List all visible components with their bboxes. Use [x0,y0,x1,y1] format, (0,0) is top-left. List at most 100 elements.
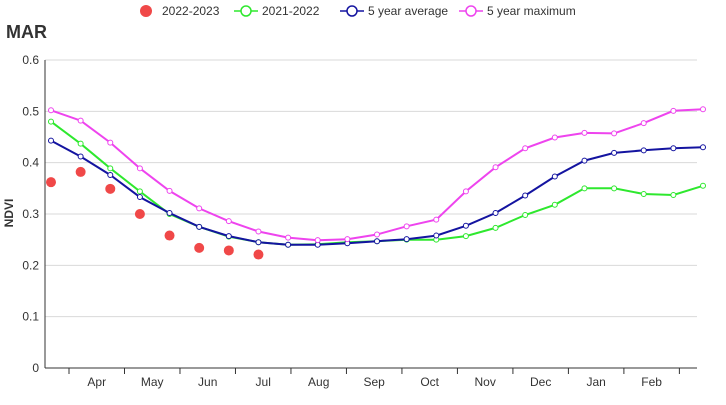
data-point [107,165,114,172]
legend-label: 2021-2022 [262,4,320,18]
y-tick-label: 0.5 [22,104,39,118]
legend: 2022-2023 2021-2022 5 year average 5 year m… [140,4,576,18]
y-tick-label: 0.6 [22,53,39,67]
data-point [196,223,203,230]
data-point [48,107,54,114]
data-point [611,185,618,192]
legend-label: 5 year maximum [487,4,576,18]
x-tick-label: Nov [474,375,495,389]
data-point [253,249,264,260]
data-point [581,185,588,192]
legend-label: 2022-2023 [162,4,220,18]
data-point [196,205,203,212]
data-point [77,153,84,160]
data-point [223,245,234,256]
legend-marker [140,5,152,17]
data-point [77,117,84,124]
series-2 [48,118,706,248]
data-point [640,120,647,127]
data-point [255,239,262,246]
data-point [166,187,173,194]
data-point [48,118,54,125]
data-point [492,209,499,216]
data-point [285,241,292,248]
data-point [46,177,56,188]
data-point [48,137,54,144]
legend-marker [240,5,252,17]
data-point [700,106,706,113]
legend-item: 2021-2022 [234,4,320,18]
y-tick-label: 0.4 [22,156,39,170]
data-point [492,164,499,171]
data-point [522,145,529,152]
x-tick-label: Jul [256,375,271,389]
data-point [136,165,143,172]
data-point [700,182,706,189]
x-tick-label: Oct [420,375,439,389]
y-tick-label: 0 [32,361,39,375]
data-point [433,232,440,239]
y-tick-label: 0.1 [22,310,39,324]
series-line [50,139,704,246]
data-point [344,236,351,243]
x-tick-label: Aug [308,375,329,389]
legend-item: 5 year average [340,4,448,18]
x-tick-label: Dec [530,375,551,389]
series-4 [48,106,706,244]
data-point [77,140,84,147]
series-layer [46,106,706,260]
y-tick-label: 0.3 [22,207,39,221]
data-point [462,222,469,229]
data-point [700,144,706,151]
data-point [194,242,205,253]
data-point [107,139,114,146]
data-point [403,223,410,230]
data-point [374,231,380,238]
y-axis-label: NDVI [2,199,16,228]
data-point [670,145,677,152]
legend-marker [346,5,358,17]
data-point [551,173,558,180]
data-point [581,129,588,136]
legend-label: 5 year average [368,4,448,18]
data-point [492,224,499,231]
chart-title: MAR [6,22,47,42]
data-point [166,209,173,216]
x-tick-label: Apr [87,375,106,389]
data-point [611,149,618,156]
data-point [225,233,232,240]
data-point [551,134,558,141]
data-point [314,237,321,244]
x-tick-label: Jan [586,375,605,389]
data-point [75,166,86,177]
data-point [462,233,469,240]
data-point [374,238,380,245]
data-point [255,228,262,235]
data-point [403,236,410,243]
data-point [670,192,677,199]
data-point [107,171,114,178]
data-point [522,192,529,199]
data-point [551,201,558,208]
legend-item: 5 year maximum [459,4,576,18]
data-point [433,216,440,223]
data-point [225,218,232,225]
series-line [50,120,704,246]
data-point [136,194,143,201]
x-tick-label: Sep [364,375,386,389]
series-1 [46,166,264,260]
legend-marker [465,5,477,17]
data-point [285,234,292,241]
x-tick-label: Feb [641,375,662,389]
data-point [136,188,143,195]
grid-lines [45,59,697,318]
legend-item: 2022-2023 [140,4,220,18]
series-3 [48,137,706,248]
data-point [522,212,529,219]
data-point [640,147,647,154]
data-point [640,190,647,197]
data-point [581,157,588,164]
data-point [105,183,116,194]
